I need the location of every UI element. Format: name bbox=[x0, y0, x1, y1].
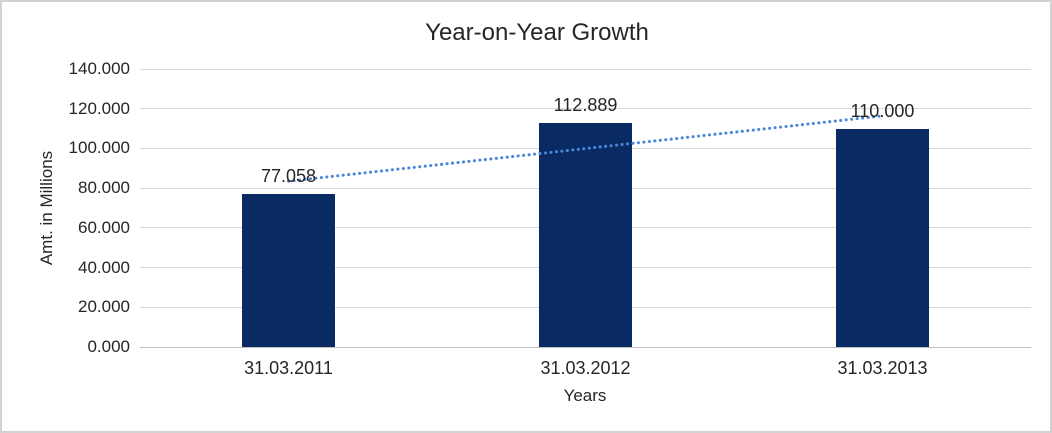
bar-data-label: 77.058 bbox=[260, 165, 317, 186]
x-category-label: 31.03.2011 bbox=[244, 358, 333, 378]
y-tick-label: 60.000 bbox=[78, 217, 130, 237]
y-tick-label: 40.000 bbox=[78, 257, 130, 277]
y-tick-label: 120.000 bbox=[68, 98, 130, 118]
y-tick-label: 80.000 bbox=[78, 178, 130, 198]
bar bbox=[539, 122, 632, 347]
x-category-label: 31.03.2012 bbox=[540, 358, 631, 378]
bar-data-label: 112.889 bbox=[553, 94, 618, 115]
gridline bbox=[140, 108, 1031, 110]
bar-data-label: 110.000 bbox=[850, 100, 915, 121]
bar bbox=[836, 128, 929, 347]
x-category-label: 31.03.2013 bbox=[837, 358, 928, 378]
x-axis-line bbox=[140, 346, 1031, 348]
y-tick-label: 140.000 bbox=[68, 59, 130, 78]
bar bbox=[242, 193, 335, 347]
x-axis-title: Years bbox=[563, 386, 607, 405]
y-tick-label: 20.000 bbox=[78, 297, 130, 317]
y-tick-label: 0.000 bbox=[87, 337, 130, 356]
y-axis-title: Amt. in Millions bbox=[37, 150, 56, 266]
y-tick-label: 100.000 bbox=[68, 138, 130, 158]
chart-title: Year-on-Year Growth bbox=[425, 19, 649, 46]
gridline bbox=[140, 68, 1031, 70]
